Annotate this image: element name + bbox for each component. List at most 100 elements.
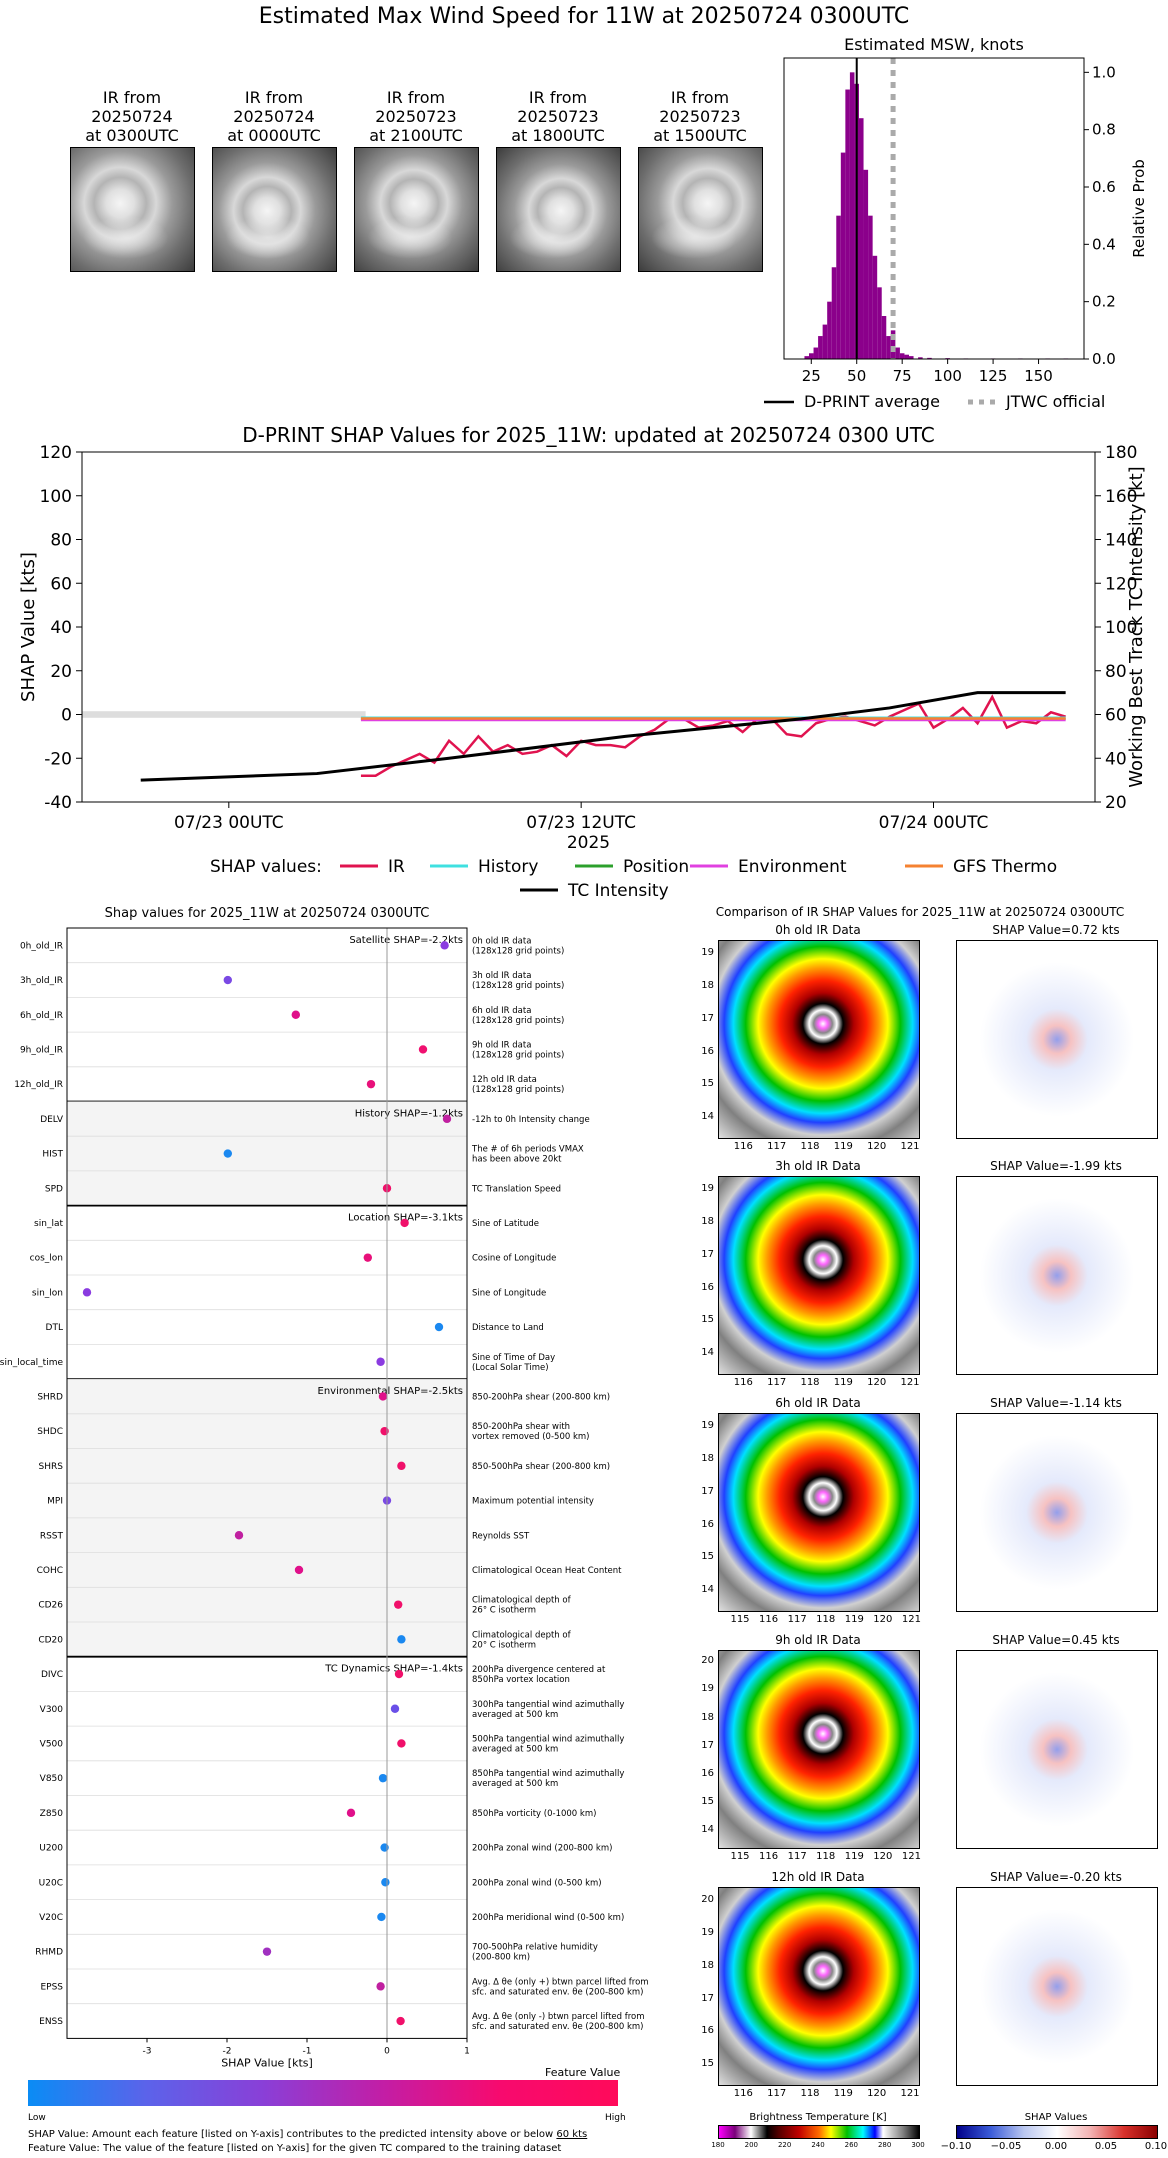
feature-description: 500hPa tangential wind azimuthally: [472, 1734, 624, 1744]
ir-x-tick-label: 121: [900, 1377, 920, 1388]
ir-x-tick-label: 115: [730, 1851, 750, 1862]
x-tick-label: 100: [933, 367, 962, 385]
ir-caption-line: 20250723: [517, 107, 599, 126]
feature-description: (128x128 grid points): [472, 981, 564, 991]
shap-colorbar: [956, 2125, 1158, 2139]
feature-description: 850-200hPa shear (200-800 km): [472, 1392, 610, 1402]
histogram-bar: [859, 118, 864, 359]
ir-y-tick-label: 19: [701, 1420, 714, 1432]
feature-description: 200hPa zonal wind (0-500 km): [472, 1878, 602, 1888]
ir-x-tick-label: 116: [733, 1141, 753, 1152]
feature-description: 200hPa divergence centered at: [472, 1665, 606, 1675]
feature-point: [376, 1982, 385, 1991]
feature-name: Z850: [40, 1809, 64, 1819]
feature-name: DIVC: [41, 1670, 63, 1680]
ir-y-tick-label: 15: [701, 1795, 714, 1807]
ir-caption-line: 20250724: [233, 107, 315, 126]
ir-caption-line: IR from: [670, 88, 730, 107]
feature-name: V500: [40, 1739, 64, 1749]
feature-point: [440, 941, 449, 950]
legend-label: History: [478, 857, 538, 877]
feature-name: CD26: [38, 1601, 63, 1611]
feature-point: [397, 1461, 406, 1471]
comparison-title: Comparison of IR SHAP Values for 2025_11…: [715, 905, 1125, 919]
x-tick-label: -1: [303, 2046, 312, 2056]
feature-name: MPI: [47, 1497, 63, 1507]
histogram-bar: [809, 353, 814, 359]
ir-y-tick-label: 16: [701, 1518, 714, 1530]
ir-caption-line: 20250723: [659, 107, 741, 126]
feature-description: 300hPa tangential wind azimuthally: [472, 1700, 624, 1710]
feature-point: [223, 1149, 232, 1158]
shap-map-image: [956, 1176, 1158, 1375]
series-line-tc-intensity: [140, 691, 1066, 782]
ir-caption-line: 20250724: [91, 107, 173, 126]
group-label: Satellite SHAP=-2.2kts: [349, 935, 463, 946]
feature-name: 0h_old_IR: [20, 941, 63, 951]
feature-point: [397, 1635, 406, 1644]
ir-x-tick-label: 119: [833, 2088, 853, 2099]
group-shading: [67, 1101, 467, 1206]
x-tick-label: 150: [1024, 367, 1053, 385]
ir-map-image: [718, 1413, 920, 1612]
ir-x-tick-label: 120: [867, 1141, 887, 1152]
ir-x-tick-label: 116: [759, 1614, 779, 1625]
ir-x-tick-label: 119: [844, 1614, 864, 1625]
ir-caption-line: at 1800UTC: [511, 126, 605, 145]
feature-description: (200-800 km): [472, 1953, 530, 1963]
histogram-bar: [899, 353, 905, 359]
ir-x-tick-label: 119: [833, 1377, 853, 1388]
y-tick-label: 60: [50, 574, 72, 594]
legend-label: Environment: [738, 857, 847, 877]
ir-y-tick-label: 15: [701, 1314, 714, 1326]
feature-description: averaged at 500 km: [472, 1744, 558, 1754]
histogram-bar: [845, 89, 850, 360]
y2-tick-label: 20: [1105, 793, 1127, 813]
shap-row-title: SHAP Value=-1.99 kts: [990, 1159, 1122, 1173]
feature-point: [400, 1218, 409, 1228]
shap-row-title: SHAP Value=-0.20 kts: [990, 1870, 1122, 1884]
feature-description: averaged at 500 km: [472, 1710, 558, 1720]
ir-y-tick-label: 14: [701, 1584, 714, 1596]
x-tick-label: -3: [143, 2046, 152, 2056]
y-tick-label: 0.8: [1092, 121, 1116, 139]
feature-name: SHRD: [37, 1392, 63, 1402]
feature-name: RSST: [40, 1531, 64, 1541]
ir-y-tick-label: 19: [701, 1926, 714, 1938]
timeseries-ylabel: SHAP Value [kts]: [18, 552, 39, 702]
ir-y-tick-label: 16: [701, 1281, 714, 1293]
y-tick-label: 0.0: [1092, 350, 1116, 368]
legend-title: SHAP values:: [210, 857, 322, 877]
ir-y-tick-label: 14: [701, 1111, 714, 1123]
feature-point: [376, 1357, 385, 1366]
shap-map-image: [956, 1887, 1158, 2086]
ir-y-tick-label: 20: [701, 1894, 714, 1906]
feature-description: -12h to 0h Intensity change: [472, 1115, 590, 1125]
y-tick-label: 0.6: [1092, 178, 1116, 196]
timeseries-xlabel: 2025: [567, 833, 610, 853]
zero-band: [82, 711, 366, 718]
ir-y-tick-label: 15: [701, 2058, 714, 2070]
feature-name: V850: [40, 1774, 64, 1784]
timeseries-frame: [81, 451, 1096, 803]
ir-x-tick-label: 121: [900, 1141, 920, 1152]
bt-tick-label: 300: [911, 2141, 925, 2149]
ir-caption-line: IR from: [102, 88, 162, 107]
feature-name: 12h_old_IR: [14, 1080, 63, 1090]
feature-point: [378, 1392, 388, 1401]
feature-description: 12h old IR data: [472, 1075, 537, 1085]
feature-point: [396, 2016, 405, 2026]
feature-point: [363, 1253, 372, 1262]
feature-description: (128x128 grid points): [472, 1085, 564, 1095]
ir-y-tick-label: 17: [701, 1012, 714, 1024]
bt-tick-label: 220: [777, 2141, 792, 2149]
x-tick-label: 07/23 00UTC: [174, 813, 284, 833]
ir-x-tick-label: 116: [733, 1377, 753, 1388]
ir-x-tick-label: 118: [816, 1851, 836, 1862]
timeseries-y2label: Working Best Track TC Intensity [kt]: [1126, 466, 1147, 787]
y2-tick-label: 60: [1105, 706, 1127, 726]
ir-row-title: 6h old IR Data: [775, 1396, 861, 1410]
y-tick-label: 20: [50, 662, 72, 682]
shap-tick-label: 0.00: [1044, 2141, 1068, 2152]
shap-tick-label: 0.10: [1144, 2141, 1168, 2152]
